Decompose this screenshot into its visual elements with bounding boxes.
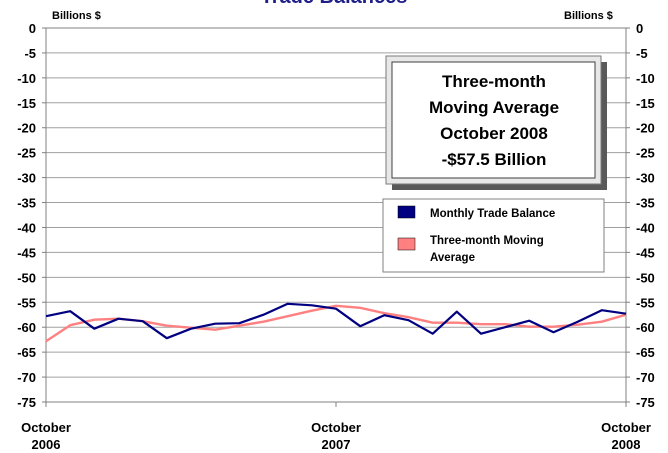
y-tick-label-right: -50 bbox=[636, 270, 655, 285]
y-tick-label-left: -70 bbox=[17, 370, 36, 385]
annotation-line-2: Moving Average bbox=[429, 98, 559, 117]
y-tick-label-right: -70 bbox=[636, 370, 655, 385]
chart-title: Trade Balances bbox=[261, 0, 408, 8]
y-tick-label-right: -40 bbox=[636, 220, 655, 235]
legend-swatch-average bbox=[397, 237, 416, 251]
x-tick-label-year: 2006 bbox=[32, 437, 61, 452]
x-tick-label-month: October bbox=[311, 420, 361, 435]
annotation-line-1: Three-month bbox=[442, 72, 546, 91]
y-tick-label-left: -15 bbox=[17, 96, 36, 111]
y-tick-label-left: -10 bbox=[17, 71, 36, 86]
x-tick-label-month: October bbox=[21, 420, 71, 435]
y-tick-label-right: -15 bbox=[636, 96, 655, 111]
series-line-monthly-trade-balance bbox=[45, 302, 627, 340]
y-tick-label-right: -25 bbox=[636, 146, 655, 161]
y-tick-label-left: -55 bbox=[17, 295, 36, 310]
y-tick-label-right: -35 bbox=[636, 196, 655, 211]
left-axis-unit: Billions $ bbox=[52, 10, 101, 22]
y-tick-label-left: -45 bbox=[17, 245, 36, 260]
y-tick-label-left: -40 bbox=[17, 220, 36, 235]
y-tick-label-left: -20 bbox=[17, 121, 36, 136]
x-axis-labels: October 2006 October 2007 October 2008 bbox=[21, 402, 651, 452]
annotation-line-4: -$57.5 Billion bbox=[442, 150, 547, 169]
legend-label-monthly: Monthly Trade Balance bbox=[430, 208, 555, 220]
y-tick-label-right: -45 bbox=[636, 245, 655, 260]
x-tick-label-year: 2008 bbox=[612, 437, 641, 452]
y-tick-label-right: -75 bbox=[636, 395, 655, 410]
y-tick-label-right: 0 bbox=[636, 21, 643, 36]
y-tick-label-left: -60 bbox=[17, 320, 36, 335]
y-tick-label-left: -75 bbox=[17, 395, 36, 410]
y-tick-label-right: -65 bbox=[636, 345, 655, 360]
right-y-axis: 0 -5 -10 -15 -20 -25 -30 -35 -40 -45 -50 -55 -60 -65 -… bbox=[636, 21, 655, 410]
legend-swatch-monthly bbox=[397, 205, 416, 219]
y-tick-label-right: -20 bbox=[636, 121, 655, 136]
x-tick-label-month: October bbox=[601, 420, 651, 435]
series-line-three-month-moving-average bbox=[45, 304, 627, 343]
y-tick-label-left: -35 bbox=[17, 196, 36, 211]
y-tick-label-left: -25 bbox=[17, 146, 36, 161]
right-axis-unit: Billions $ bbox=[564, 10, 613, 22]
y-tick-label-left: 0 bbox=[29, 21, 36, 36]
legend: Monthly Trade Balance Three-month Moving… bbox=[382, 198, 605, 273]
y-tick-label-left: -50 bbox=[17, 270, 36, 285]
y-tick-label-right: -30 bbox=[636, 171, 655, 186]
y-tick-label-right: -10 bbox=[636, 71, 655, 86]
series-lines bbox=[45, 302, 627, 343]
x-tick-label-year: 2007 bbox=[322, 437, 351, 452]
left-y-axis: 0 -5 -10 -15 -20 -25 -30 -35 -40 -45 -50 -55 -60 -65 -… bbox=[17, 21, 36, 410]
annotation-box: Three-month Moving Average October 2008 … bbox=[385, 55, 607, 190]
y-tick-label-right: -55 bbox=[636, 295, 655, 310]
legend-label-average-line2: Average bbox=[430, 252, 475, 264]
y-tick-label-left: -65 bbox=[17, 345, 36, 360]
y-tick-label-left: -5 bbox=[24, 46, 36, 61]
annotation-line-3: October 2008 bbox=[440, 124, 548, 143]
y-tick-label-left: -30 bbox=[17, 171, 36, 186]
y-tick-label-right: -5 bbox=[636, 46, 648, 61]
y-tick-label-right: -60 bbox=[636, 320, 655, 335]
legend-label-average-line1: Three-month Moving bbox=[430, 235, 544, 247]
